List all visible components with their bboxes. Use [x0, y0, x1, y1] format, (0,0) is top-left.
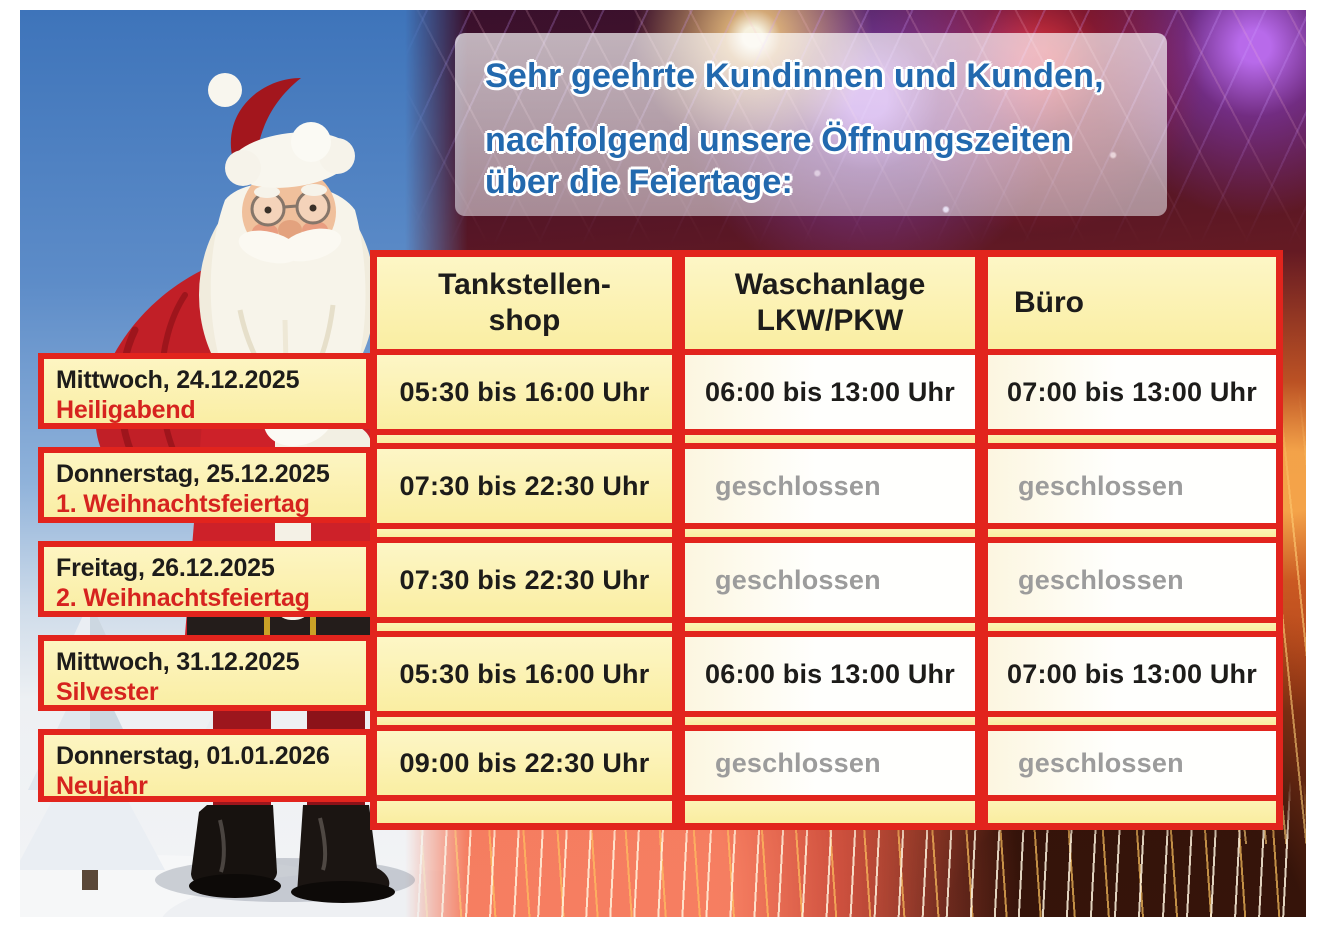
row-spacer — [685, 623, 975, 631]
greeting-line-3: über die Feiertage: — [485, 163, 793, 201]
flyer-photo-background: Sehr geehrte Kundinnen und Kunden, nachf… — [20, 10, 1306, 917]
office-hours-row-1: 07:00 bis 13:00 Uhr — [988, 355, 1276, 429]
row-spacer — [988, 529, 1276, 537]
date-box-row-3: Freitag, 26.12.2025 2. Weihnachtsfeierta… — [38, 541, 372, 617]
wash-hours-row-3: geschlossen — [685, 543, 975, 617]
col-header-wash: Waschanlage LKW/PKW — [685, 257, 975, 349]
row-spacer — [988, 435, 1276, 443]
col-header-office: Büro — [988, 257, 1276, 349]
shop-hours-row-4: 05:30 bis 16:00 Uhr — [377, 637, 672, 711]
date-label: Freitag, 26.12.2025 — [56, 554, 275, 582]
wash-hours-row-2: geschlossen — [685, 449, 975, 523]
row-spacer — [377, 623, 672, 631]
wash-hours-row-5: geschlossen — [685, 731, 975, 795]
table-footer-strip — [377, 801, 672, 823]
row-spacer — [988, 717, 1276, 725]
date-box-row-4: Mittwoch, 31.12.2025 Silvester — [38, 635, 372, 711]
date-label: Mittwoch, 24.12.2025 — [56, 366, 300, 394]
row-spacer — [377, 717, 672, 725]
table-footer-strip — [988, 801, 1276, 823]
wash-hours-row-1: 06:00 bis 13:00 Uhr — [685, 355, 975, 429]
shop-hours-row-5: 09:00 bis 22:30 Uhr — [377, 731, 672, 795]
row-spacer — [377, 529, 672, 537]
office-hours-row-5: geschlossen — [988, 731, 1276, 795]
table-footer-strip — [685, 801, 975, 823]
office-hours-row-3: geschlossen — [988, 543, 1276, 617]
holiday-label: 2. Weihnachtsfeiertag — [56, 584, 310, 612]
shop-hours-row-2: 07:30 bis 22:30 Uhr — [377, 449, 672, 523]
row-spacer — [685, 717, 975, 725]
date-label: Donnerstag, 01.01.2026 — [56, 742, 330, 770]
office-hours-row-4: 07:00 bis 13:00 Uhr — [988, 637, 1276, 711]
date-label: Donnerstag, 25.12.2025 — [56, 460, 330, 488]
col-header-shop: Tankstellen- shop — [377, 257, 672, 349]
holiday-label: Silvester — [56, 678, 159, 706]
greeting-line-1: Sehr geehrte Kundinnen und Kunden, — [485, 57, 1104, 95]
row-spacer — [377, 435, 672, 443]
date-box-row-1: Mittwoch, 24.12.2025 Heiligabend — [38, 353, 372, 429]
holiday-label: Neujahr — [56, 772, 148, 800]
row-spacer — [988, 623, 1276, 631]
row-spacer — [685, 435, 975, 443]
wash-hours-row-4: 06:00 bis 13:00 Uhr — [685, 637, 975, 711]
greeting-panel: Sehr geehrte Kundinnen und Kunden, nachf… — [455, 33, 1167, 216]
date-label: Mittwoch, 31.12.2025 — [56, 648, 300, 676]
holiday-label: 1. Weihnachtsfeiertag — [56, 490, 310, 518]
row-spacer — [685, 529, 975, 537]
greeting-line-2: nachfolgend unsere Öffnungszeiten — [485, 121, 1072, 159]
opening-hours-table: Tankstellen- shop Waschanlage LKW/PKW Bü… — [370, 250, 1283, 830]
date-box-row-2: Donnerstag, 25.12.2025 1. Weihnachtsfeie… — [38, 447, 372, 523]
date-box-row-5: Donnerstag, 01.01.2026 Neujahr — [38, 729, 372, 802]
shop-hours-row-1: 05:30 bis 16:00 Uhr — [377, 355, 672, 429]
shop-hours-row-3: 07:30 bis 22:30 Uhr — [377, 543, 672, 617]
office-hours-row-2: geschlossen — [988, 449, 1276, 523]
holiday-label: Heiligabend — [56, 396, 196, 424]
